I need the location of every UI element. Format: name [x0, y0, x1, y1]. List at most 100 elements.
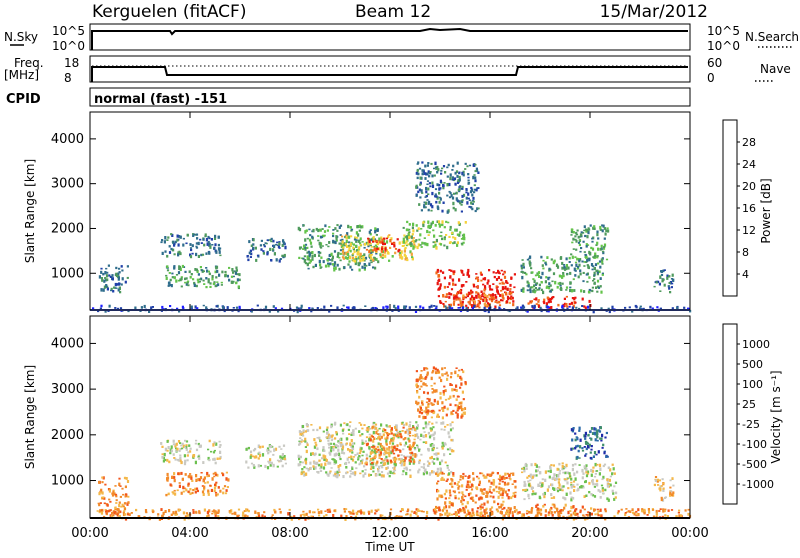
power-scatter-cell	[456, 243, 459, 247]
power-scatter-cell	[423, 204, 426, 207]
power-scatter-cell	[439, 300, 442, 303]
velocity-scatter-cell	[461, 390, 464, 394]
velocity-scatter-cell	[213, 509, 216, 513]
power-scatter-cell	[563, 265, 566, 269]
power-scatter-cell	[456, 161, 459, 165]
power-scatter-cell	[506, 287, 509, 291]
velocity-scatter-cell	[388, 449, 391, 451]
power-scatter-cell	[370, 238, 373, 242]
power-scatter-cell	[306, 255, 309, 259]
power-scatter-cell	[651, 307, 654, 310]
velocity-scatter-cell	[179, 456, 182, 460]
power-scatter-cell	[511, 291, 514, 293]
velocity-scatter-cell	[207, 456, 210, 461]
velocity-scatter-cell	[305, 467, 308, 470]
velocity-scatter-cell	[383, 447, 386, 451]
velocity-scatter-cell	[451, 427, 454, 430]
velocity-scatter-cell	[386, 472, 390, 475]
velocity-scatter-cell	[572, 496, 575, 500]
power-scatter-cell	[173, 242, 176, 245]
velocity-scatter-cell	[483, 488, 486, 491]
velocity-scatter-cell	[420, 409, 423, 411]
velocity-scatter-cell	[427, 422, 430, 426]
velocity-scatter-cell	[333, 459, 336, 461]
power-scatter-cell	[572, 237, 575, 241]
velocity-scatter-cell	[229, 511, 232, 514]
power-scatter-cell	[319, 242, 323, 246]
power-scatter-cell	[175, 274, 179, 276]
velocity-scatter-cell	[358, 422, 361, 424]
velocity-scatter-cell	[432, 426, 435, 429]
velocity-scatter-cell	[687, 508, 690, 511]
velocity-scatter-cell	[535, 514, 538, 517]
velocity-scatter-cell	[480, 503, 483, 506]
power-scatter-cell	[628, 306, 631, 309]
velocity-scatter-cell	[512, 472, 515, 476]
power-scatter-cell	[662, 278, 665, 281]
power-scatter-cell	[465, 307, 468, 310]
velocity-scatter-cell	[393, 456, 396, 459]
velocity-scatter-cell	[441, 401, 444, 405]
power-scatter-cell	[166, 239, 169, 241]
velocity-scatter-cell	[174, 458, 177, 461]
power-scatter-cell	[431, 220, 434, 224]
power-scatter-cell	[336, 229, 339, 232]
power-scatter-cell	[438, 224, 441, 228]
power-scatter-cell	[437, 168, 440, 172]
velocity-scatter-cell	[488, 490, 491, 493]
power-scatter-cell	[352, 259, 355, 262]
x-tick-label: 16:00	[471, 526, 508, 541]
velocity-scatter-cell	[403, 464, 406, 467]
velocity-scatter-cell	[624, 513, 627, 517]
velocity-scatter-cell	[189, 488, 192, 491]
power-scatter-cell	[319, 267, 322, 269]
velocity-scatter-cell	[361, 441, 364, 445]
velocity-scatter-cell	[425, 384, 428, 387]
velocity-scatter-cell	[420, 380, 423, 383]
velocity-scatter-cell	[553, 511, 557, 513]
velocity-scatter-cell	[548, 475, 551, 479]
power-scatter-cell	[352, 252, 355, 255]
velocity-scatter-cell	[345, 515, 348, 519]
velocity-scatter-cell	[183, 461, 187, 466]
velocity-scatter-cell	[472, 511, 475, 515]
velocity-scatter-cell	[435, 421, 438, 424]
power-scatter-cell	[521, 304, 524, 308]
velocity-scatter-cell	[458, 491, 461, 494]
power-scatter-cell	[374, 266, 377, 270]
power-scatter-cell	[439, 197, 442, 201]
velocity-scatter-cell	[189, 447, 192, 450]
power-scatter-cell	[352, 246, 355, 249]
nsky-line	[91, 27, 688, 50]
power-scatter-cell	[575, 239, 578, 243]
velocity-scatter-cell	[368, 473, 371, 477]
power-scatter-cell	[424, 177, 427, 180]
velocity-scatter-cell	[483, 502, 486, 506]
velocity-scatter-cell	[423, 463, 426, 466]
velocity-scatter-cell	[434, 371, 438, 375]
power-scatter-cell	[427, 201, 430, 205]
velocity-scatter-cell	[401, 462, 404, 465]
velocity-scatter-cell	[381, 514, 384, 517]
power-scatter-cell	[520, 288, 523, 291]
power-scatter-cell	[266, 252, 269, 256]
velocity-scatter-cell	[568, 472, 571, 475]
velocity-y-tick-label: 1000	[51, 474, 84, 489]
velocity-scatter-cell	[470, 483, 473, 487]
velocity-scatter-cell	[498, 490, 501, 494]
power-scatter-cell	[249, 249, 252, 252]
power-scatter-cell	[197, 241, 200, 246]
power-scatter-cell	[456, 292, 459, 295]
power-scatter-cell	[590, 246, 593, 250]
velocity-scatter-cell	[329, 449, 333, 453]
power-scatter-cell	[433, 174, 436, 177]
power-scatter-cell	[393, 242, 396, 245]
power-scatter-cell	[319, 251, 322, 254]
velocity-scatter-cell	[206, 475, 209, 478]
velocity-scatter-cell	[383, 453, 386, 456]
velocity-scatter-cell	[479, 505, 482, 508]
velocity-scatter-cell	[539, 484, 542, 487]
power-scatter-cell	[202, 270, 205, 273]
power-scatter-cell	[430, 209, 433, 212]
power-scatter-cell	[666, 274, 669, 278]
